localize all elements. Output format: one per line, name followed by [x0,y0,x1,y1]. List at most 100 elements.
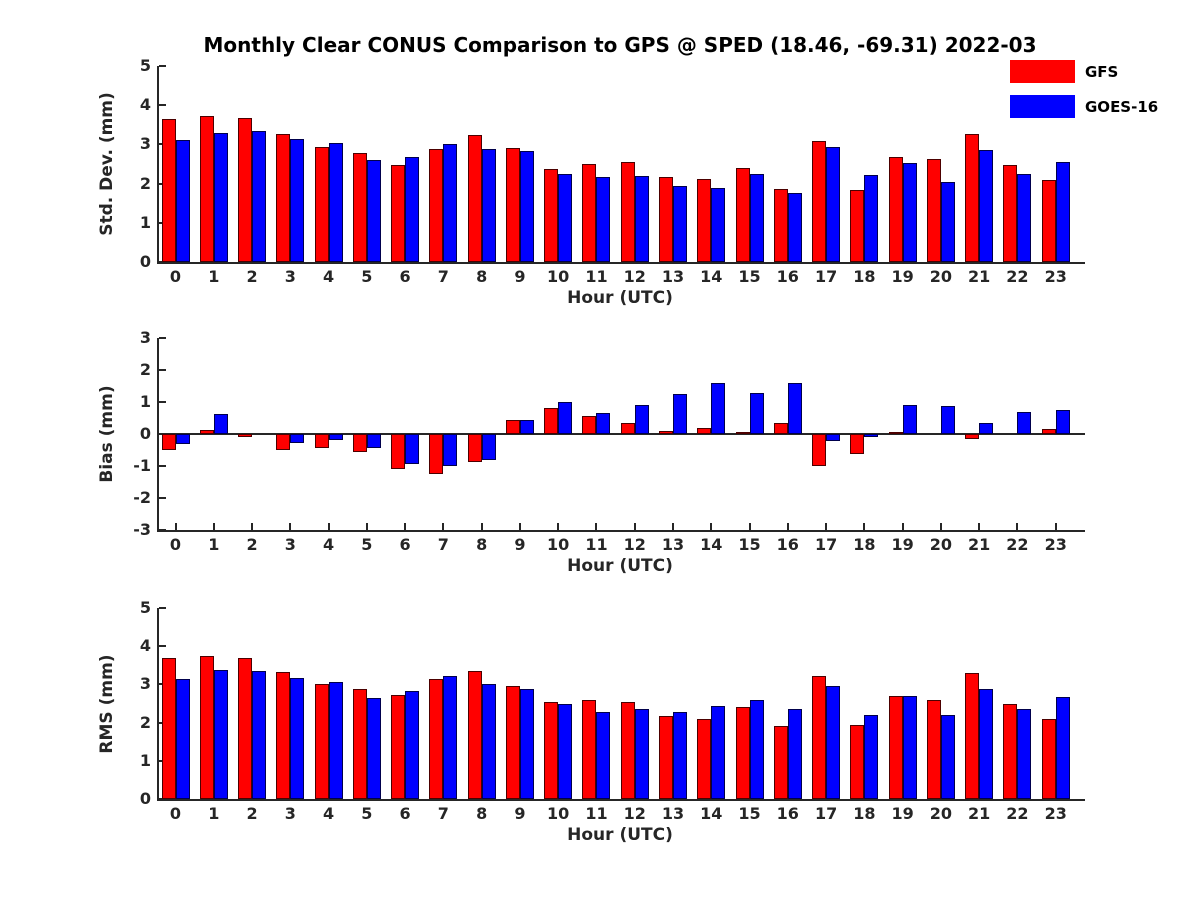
bar-goes-16 [481,434,496,460]
x-tick-label: 16 [776,535,799,554]
y-tick-mark [159,529,166,531]
bar-gfs [888,432,903,435]
bar-goes-16 [749,700,764,799]
x-tick-label: 8 [476,535,488,554]
x-tick-label: 7 [437,804,449,823]
x-tick-label: 9 [514,804,526,823]
bar-gfs [161,657,176,799]
bar-goes-16 [864,714,879,799]
x-tick-label: 10 [547,535,570,554]
y-tick-mark [159,798,166,800]
x-tick-label: 4 [323,535,335,554]
bar-goes-16 [749,393,764,434]
bar-gfs [429,678,444,799]
x-tick-label: 14 [700,267,723,286]
bar-gfs [735,167,750,262]
bar-goes-16 [443,434,458,466]
bar-goes-16 [634,709,649,799]
bar-goes-16 [902,404,917,434]
bar-gfs [238,657,253,799]
x-tick-mark [442,523,445,530]
x-tick-mark [901,523,904,530]
x-tick-mark [672,523,674,530]
x-tick-label: 16 [776,267,799,286]
y-tick-label: 5 [139,598,151,617]
bar-goes-16 [711,382,726,434]
bar-goes-16 [252,671,267,799]
legend: GFS GOES-16 [1010,60,1158,130]
bar-gfs [812,675,827,799]
bar-gfs [391,434,406,470]
x-tick-label: 20 [929,804,953,823]
bar-goes-16 [558,704,573,799]
goes16-legend-label: GOES-16 [1085,97,1159,116]
bar-gfs [1041,429,1056,434]
y-tick-mark [159,607,166,609]
x-tick-label: 0 [169,535,182,554]
x-tick-label: 17 [814,535,838,554]
x-tick-mark [251,523,254,530]
bar-goes-16 [1017,173,1032,262]
bar-gfs [965,133,980,262]
bar-goes-16 [1017,709,1032,799]
y-tick-label: 0 [139,789,151,808]
bar-gfs [391,695,406,799]
bar-gfs [773,726,788,799]
bar-gfs [773,422,788,434]
bar-goes-16 [864,174,879,262]
bias-x-axis-label: Hour (UTC) [567,556,673,576]
bar-goes-16 [902,162,917,262]
x-tick-mark [518,523,521,530]
bar-gfs [429,434,444,474]
y-tick-label: 1 [139,750,151,770]
bar-goes-16 [596,711,611,799]
bar-goes-16 [481,149,496,262]
x-tick-label: 23 [1044,535,1067,554]
bar-gfs [238,434,253,437]
bar-goes-16 [519,419,534,434]
bar-gfs [467,671,482,799]
x-tick-label: 0 [169,804,182,823]
bar-gfs [812,434,827,466]
x-tick-label: 22 [1006,267,1029,286]
x-tick-label: 23 [1044,804,1067,823]
x-tick-label: 9 [514,535,526,554]
bar-goes-16 [213,414,228,434]
x-tick-label: 1 [208,267,220,286]
bar-goes-16 [405,434,420,465]
bar-gfs [352,689,367,799]
x-tick-label: 19 [891,267,914,286]
bar-gfs [467,134,482,262]
x-tick-mark [825,523,828,530]
x-tick-label: 14 [700,535,723,554]
x-tick-label: 20 [929,535,953,554]
bar-goes-16 [443,675,458,799]
y-tick-label: 4 [139,95,151,115]
x-tick-mark [748,523,751,530]
bar-goes-16 [405,157,420,262]
bar-goes-16 [175,140,190,262]
bar-goes-16 [213,669,228,799]
x-tick-label: 4 [323,804,335,823]
bar-gfs [314,684,329,799]
bar-goes-16 [328,434,343,441]
y-tick-label: -2 [133,488,151,507]
y-tick-label: 3 [139,134,151,154]
rms-y-axis-label: RMS (mm) [97,653,117,754]
gfs-legend-label: GFS [1085,62,1119,81]
bar-goes-16 [290,677,305,799]
bar-goes-16 [711,188,726,262]
bar-gfs [544,701,559,799]
bar-goes-16 [826,146,841,262]
x-tick-label: 16 [776,804,799,823]
x-tick-label: 6 [399,804,411,823]
gfs-color-swatch [1010,60,1075,83]
y-tick-mark [159,104,166,107]
x-tick-label: 19 [891,535,914,554]
rms-plot: 0 1 2 3 4 5 0 1 2 3 4 5 6 7 8 9 10 11 12 13 14 15 16 17 18 19 20 21… [140,598,1085,823]
bar-gfs [1041,718,1056,799]
goes16-color-swatch [1010,95,1075,118]
bar-gfs [697,718,712,799]
bar-goes-16 [366,160,381,262]
